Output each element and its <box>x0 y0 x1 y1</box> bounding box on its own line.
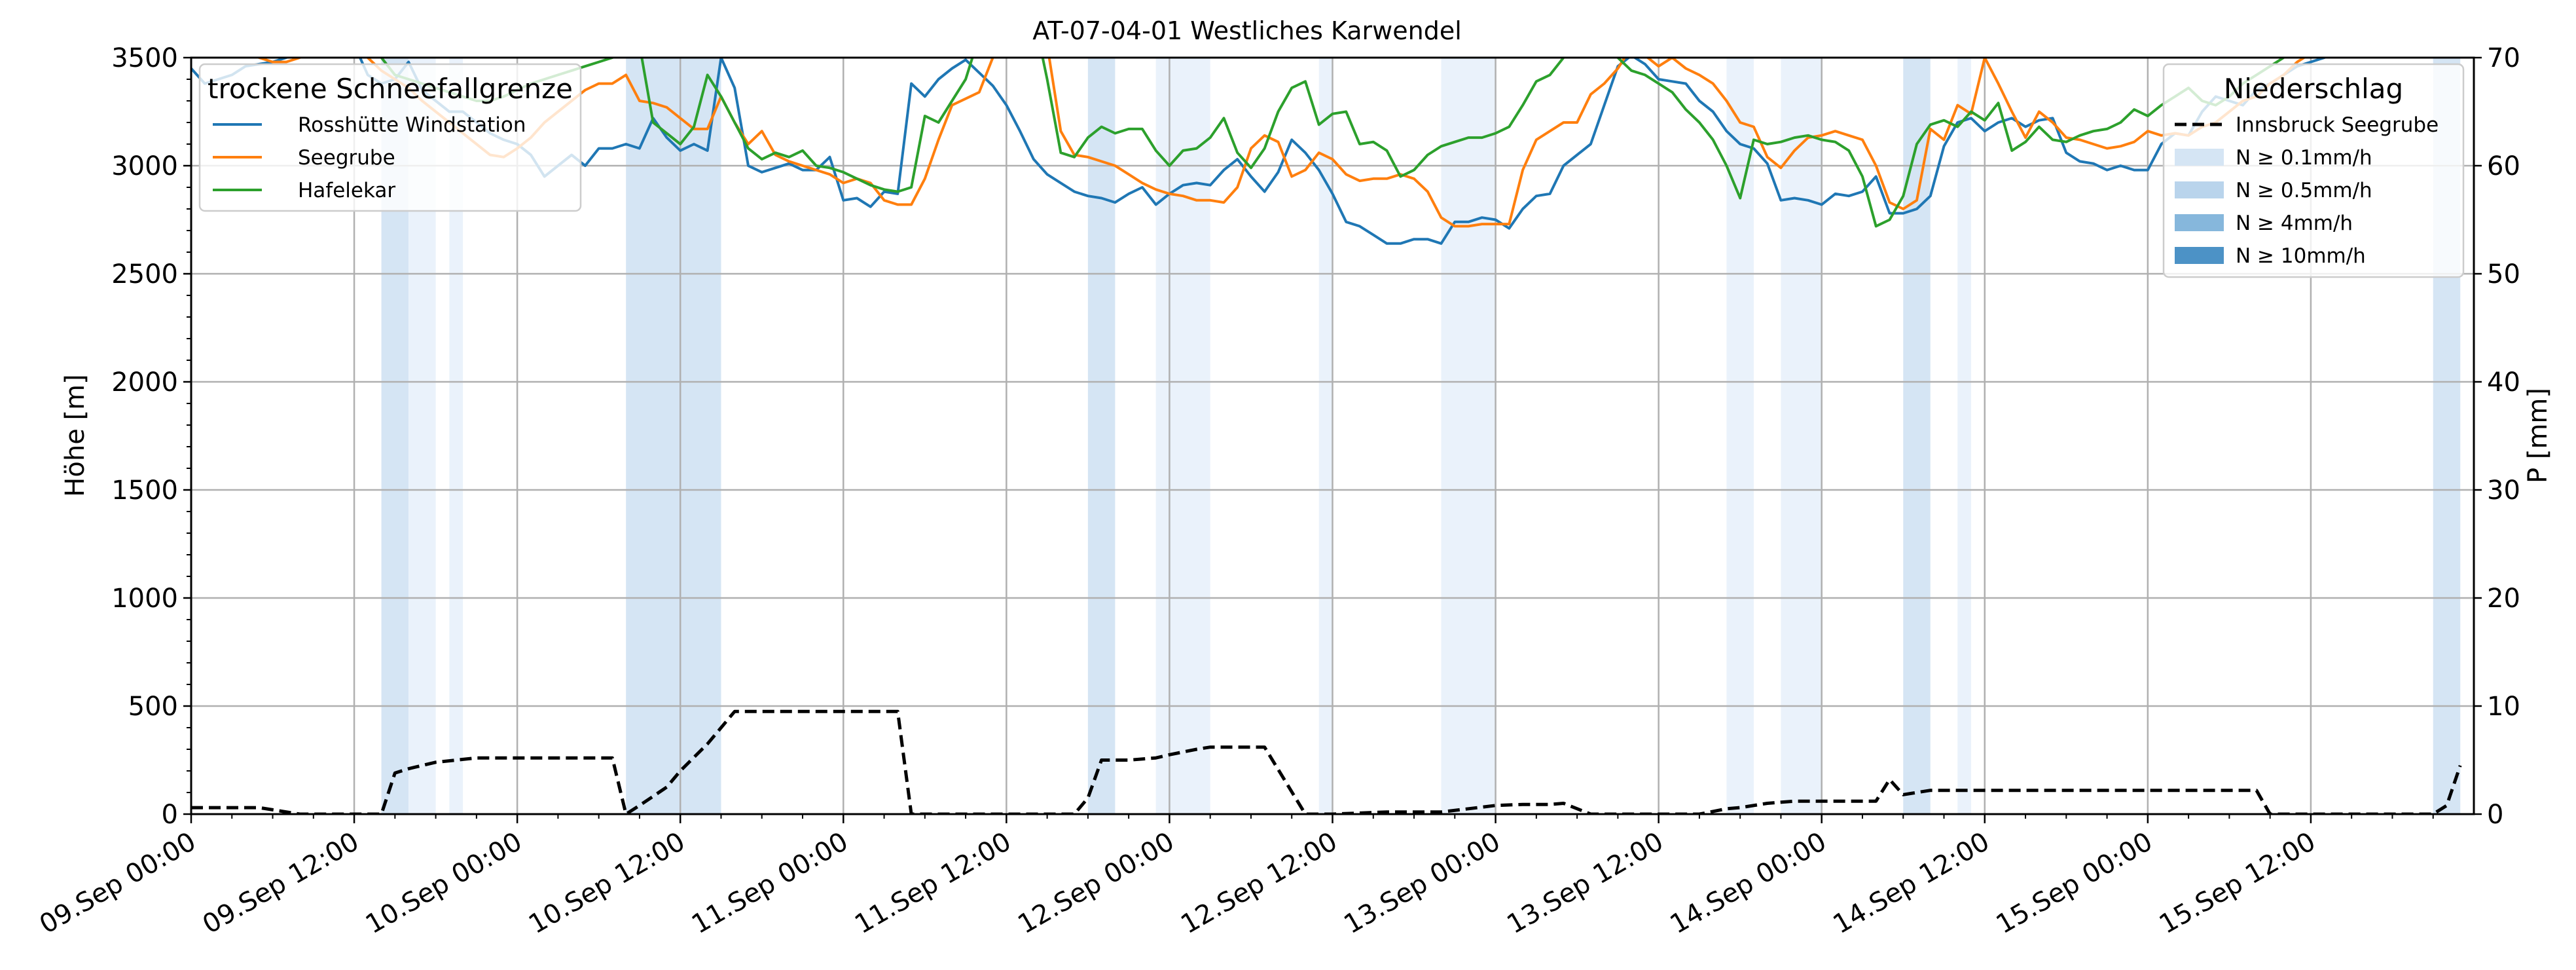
y-tick-label-5: 2500 <box>111 259 178 289</box>
legend-precip-title: Niederschlag <box>2224 73 2403 105</box>
y-tick-label-0: 0 <box>162 800 178 830</box>
precip-band-4 <box>1087 58 1116 814</box>
y2-tick-label-4: 40 <box>2487 367 2520 398</box>
legend-precip-swatch-2 <box>2175 181 2224 198</box>
precip-band-8 <box>1726 58 1754 814</box>
chart-title: AT-07-04-01 Westliches Karwendel <box>1032 16 1462 45</box>
legend-snowline-title: trockene Schneefallgrenze <box>208 73 573 105</box>
precip-band-6 <box>1318 58 1333 814</box>
precip-band-10 <box>1903 58 1931 814</box>
precip-band-3 <box>626 58 721 814</box>
legend-precip-box <box>2162 63 2465 278</box>
legend-snowline-entry-2: Hafelekar <box>298 179 395 202</box>
legend-precip-entry-2: N ≥ 0.5mm/h <box>2236 179 2372 202</box>
legend-precipitation: Niederschlag Innsbruck Seegrube N ≥ 0.1mm/… <box>2162 63 2465 278</box>
y-tick-label-2: 1000 <box>111 584 178 614</box>
y2-tick-label-2: 20 <box>2487 584 2520 614</box>
legend-precip-swatch-3 <box>2175 214 2224 231</box>
y-axis-left: 0 500 1000 1500 2000 2500 3000 3500 <box>111 43 191 830</box>
y-tick-label-3: 1500 <box>111 476 178 506</box>
legend-precip-entry-0: Innsbruck Seegrube <box>2236 113 2439 137</box>
precip-band-5 <box>1155 58 1210 814</box>
legend-precip-swatch-4 <box>2175 247 2224 264</box>
y-tick-label-7: 3500 <box>111 43 178 73</box>
precip-band-2 <box>449 58 463 814</box>
legend-precip-entry-4: N ≥ 10mm/h <box>2236 244 2366 268</box>
y2-tick-label-6: 60 <box>2487 151 2520 181</box>
legend-precip-entry-3: N ≥ 4mm/h <box>2236 212 2353 235</box>
y2-tick-label-7: 70 <box>2487 43 2520 73</box>
precip-band-9 <box>1781 58 1822 814</box>
y2-axis-label: P [mm] <box>2523 388 2553 483</box>
y-axis-label: Höhe [m] <box>60 374 90 496</box>
y2-tick-label-0: 0 <box>2487 800 2503 830</box>
legend-snowline-entry-1: Seegrube <box>298 146 395 170</box>
legend-snowline-entry-0: Rosshütte Windstation <box>298 113 526 137</box>
y2-tick-label-1: 10 <box>2487 692 2520 722</box>
legend-snowline-box <box>198 63 582 212</box>
series-line-innsbruck-seegrube <box>191 709 2462 814</box>
y-axis-right: 0 10 20 30 40 50 60 70 <box>2474 43 2520 830</box>
y-tick-label-1: 500 <box>128 692 178 722</box>
precip-band-7 <box>1441 58 1496 814</box>
legend-snowline: trockene Schneefallgrenze Rosshütte Winds… <box>198 63 582 212</box>
legend-precip-swatch-1 <box>2175 149 2224 166</box>
precip-band-11 <box>1957 58 1972 814</box>
y-tick-label-6: 3000 <box>111 151 178 181</box>
y2-tick-label-5: 50 <box>2487 259 2520 289</box>
y-tick-label-4: 2000 <box>111 367 178 398</box>
legend-precip-entry-1: N ≥ 0.1mm/h <box>2236 146 2372 170</box>
y2-tick-label-3: 30 <box>2487 476 2520 506</box>
